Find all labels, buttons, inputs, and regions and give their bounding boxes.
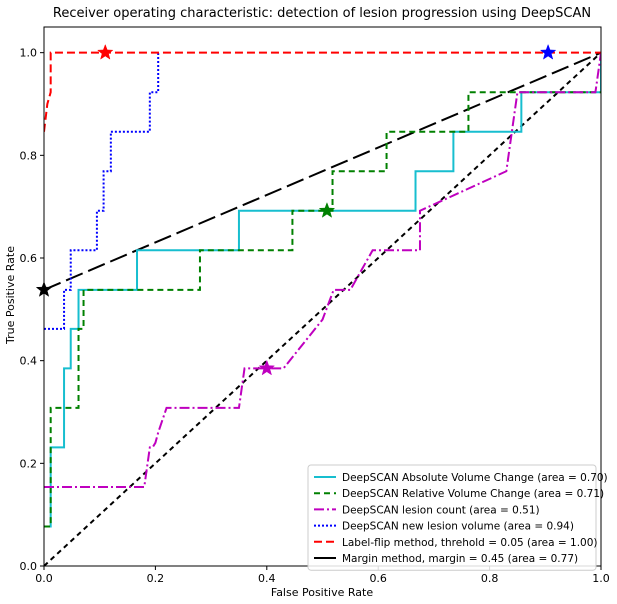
x-tick-label: 0.2	[147, 572, 165, 585]
axis-ticks: 0.0 0.2 0.4 0.6 0.8 1.0 0.0 0.2 0.4 0.6 0.8 1.0	[20, 47, 610, 585]
series-line-3	[44, 52, 601, 488]
y-tick-label: 0.6	[20, 252, 38, 265]
legend-entry: DeepSCAN lesion count (area = 0.51)	[342, 504, 540, 516]
legend-entry: DeepSCAN Relative Volume Change (area = …	[342, 488, 604, 500]
x-tick-label: 0.8	[481, 572, 499, 585]
green-star-marker	[318, 202, 336, 218]
legend-entry: DeepSCAN Absolute Volume Change (area = …	[342, 472, 608, 484]
legend-box	[307, 464, 597, 571]
chart-title: Receiver operating characteristic: detec…	[53, 6, 591, 21]
series-line-4	[44, 52, 160, 330]
y-tick-label: 0.4	[20, 355, 38, 368]
magenta-star-marker	[258, 359, 276, 376]
y-tick-label: 0.0	[20, 560, 38, 573]
y-tick-label: 0.8	[20, 149, 38, 162]
series-line-2	[44, 91, 601, 528]
y-tick-label: 1.0	[20, 47, 38, 60]
margin-method-curve	[44, 51, 601, 291]
x-tick-label: 0.0	[35, 572, 53, 585]
legend-entry: DeepSCAN new lesion volume (area = 0.94)	[342, 521, 574, 533]
red-star-marker	[96, 43, 114, 60]
series-line-5	[44, 51, 601, 132]
series-line-1	[44, 52, 601, 528]
diagonal-chance-line	[44, 51, 601, 566]
y-axis-label: True Positive Rate	[4, 246, 17, 345]
series-group	[44, 51, 601, 566]
y-tick-label: 0.2	[20, 457, 38, 470]
x-tick-label: 1.0	[592, 572, 610, 585]
x-tick-label: 0.4	[258, 572, 276, 585]
legend-entry: Margin method, margin = 0.45 (area = 0.7…	[342, 553, 578, 565]
blue-star-marker	[539, 43, 557, 60]
x-axis-label: False Positive Rate	[271, 586, 373, 599]
legend-entry: Label-flip method, threhold = 0.05 (area…	[342, 537, 598, 549]
x-tick-label: 0.6	[369, 572, 387, 585]
legend: DeepSCAN Absolute Volume Change (area = …	[307, 464, 608, 571]
